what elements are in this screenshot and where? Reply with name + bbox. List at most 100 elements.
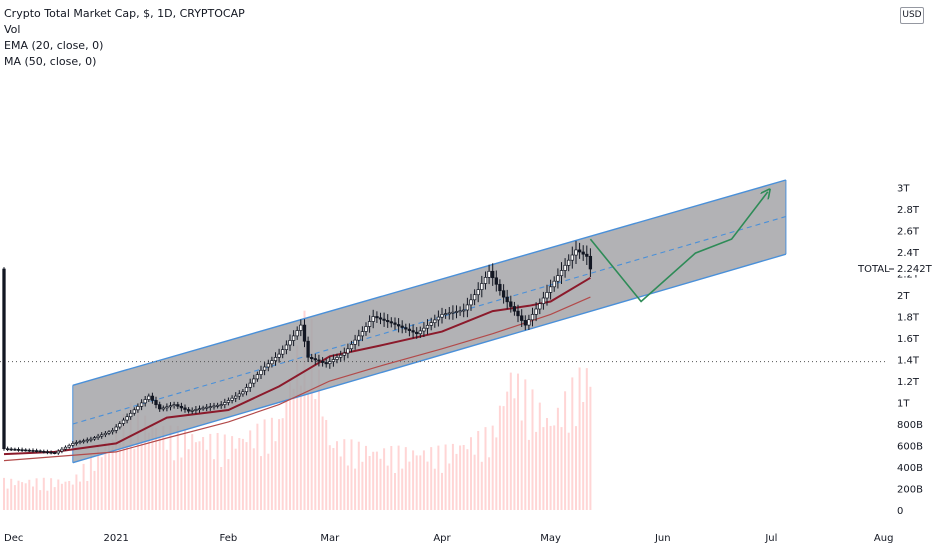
candle: [266, 359, 270, 372]
candle: [85, 437, 89, 444]
candle-body: [458, 310, 462, 313]
candle: [422, 322, 426, 337]
candle-body: [244, 387, 249, 393]
candle: [443, 309, 448, 319]
volume-bar: [180, 457, 183, 510]
candle: [215, 402, 220, 409]
legend-vol[interactable]: Vol: [4, 23, 21, 36]
candle: [53, 451, 57, 455]
candle: [512, 301, 517, 316]
candle: [129, 410, 133, 420]
candle: [436, 310, 441, 327]
ma-line: [3, 296, 591, 462]
candle-body: [201, 407, 205, 410]
candle-body: [371, 316, 375, 322]
candle-body: [299, 324, 303, 331]
candle: [201, 405, 205, 411]
volume-bar: [21, 482, 24, 510]
candle: [45, 449, 50, 455]
candle: [328, 356, 332, 369]
legend-ma[interactable]: MA (50, close, 0): [4, 55, 97, 68]
channel-mid-line: [72, 215, 787, 425]
candle: [150, 392, 155, 404]
candle-body: [545, 292, 549, 299]
y-tick-label: 200B: [897, 485, 923, 496]
candle-body: [454, 311, 459, 313]
candle-body: [277, 353, 281, 358]
volume-bar: [422, 450, 425, 510]
candle: [110, 427, 115, 435]
candle: [364, 322, 368, 336]
candle-body: [9, 448, 13, 451]
candle-body: [433, 319, 437, 324]
x-tick-label: Aug: [874, 533, 894, 544]
candle: [520, 309, 524, 327]
y-axis[interactable]: 3T2.8T2.6T2.4T2.2T2T1.8T1.6T1.4T1.2T1T80…: [897, 184, 923, 518]
volume-bar: [111, 439, 114, 510]
candle: [186, 407, 191, 414]
candle: [241, 389, 245, 397]
volume-bar: [321, 416, 324, 510]
volume-bar: [292, 388, 295, 510]
candle: [194, 406, 198, 414]
candle-body: [353, 339, 357, 345]
candle-body: [96, 435, 100, 438]
projection-path[interactable]: [589, 192, 767, 303]
candle: [49, 450, 53, 455]
candle: [226, 397, 231, 406]
legend-title[interactable]: Crypto Total Market Cap, $, 1D, CRYPTOCA…: [4, 7, 245, 20]
candle-body: [415, 331, 419, 335]
candle: [306, 336, 310, 362]
volume-bar: [144, 415, 147, 510]
candle: [465, 297, 470, 318]
candle: [480, 275, 484, 298]
volume-bar: [151, 425, 154, 510]
candle: [472, 289, 477, 306]
candle-body: [190, 409, 194, 412]
volume-bar: [216, 433, 219, 510]
regression-channel[interactable]: [72, 179, 787, 464]
currency-badge[interactable]: USD: [900, 7, 924, 24]
candle-body: [505, 296, 509, 303]
legend-ema[interactable]: EMA (20, close, 0): [4, 39, 104, 52]
candle: [100, 432, 104, 439]
volume-bar: [524, 379, 527, 510]
candle: [5, 446, 10, 452]
candle: [92, 436, 97, 441]
candle-body: [129, 412, 133, 418]
candle-body: [49, 451, 53, 454]
volume-bar: [513, 398, 516, 510]
candle: [74, 440, 79, 446]
candle-body: [313, 358, 317, 361]
candle-body: [100, 434, 104, 437]
candle: [400, 320, 404, 334]
volume-bar: [310, 318, 313, 510]
volume-bar: [17, 480, 20, 510]
x-axis[interactable]: Dec 2021 Feb Mar Apr May Jun Jul Aug: [4, 533, 893, 544]
candle-body: [172, 404, 176, 407]
candle: [172, 401, 176, 409]
candle: [136, 403, 140, 413]
y-tick-label: 1.8T: [897, 313, 920, 324]
candle: [556, 268, 560, 289]
volume-bar: [303, 310, 306, 510]
volume-bar: [6, 488, 9, 510]
candle-body: [577, 249, 582, 253]
volume-bar: [470, 437, 472, 510]
candle: [469, 293, 473, 311]
volume-bar: [491, 425, 494, 510]
candle-body: [443, 313, 448, 315]
candle-body: [194, 409, 198, 411]
volume-bar: [187, 449, 190, 510]
candle-body: [63, 446, 68, 450]
volume-bar: [118, 440, 121, 510]
candle: [563, 258, 567, 278]
volume-bar: [517, 373, 519, 510]
volume-bar: [448, 463, 451, 510]
volume-bar: [527, 439, 530, 510]
candle: [404, 323, 408, 333]
price-marker-name: TOTAL: [857, 264, 890, 275]
volume-bar: [289, 382, 291, 510]
y-tick-label: 2.6T: [897, 227, 920, 238]
